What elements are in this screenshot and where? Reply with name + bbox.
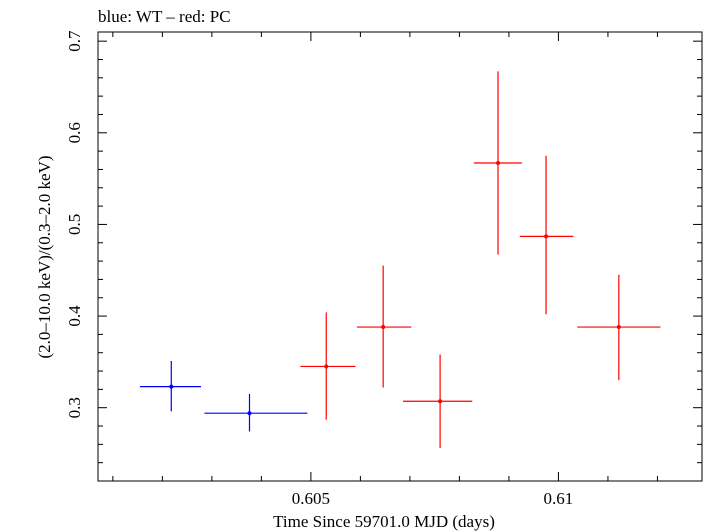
x-axis-label: Time Since 59701.0 MJD (days): [273, 512, 495, 531]
point-marker: [616, 325, 621, 330]
y-tick-label: 0.7: [65, 30, 84, 52]
y-tick-label: 0.6: [65, 122, 84, 143]
y-tick-label: 0.5: [65, 214, 84, 235]
data-point: [473, 71, 522, 255]
point-marker: [169, 384, 174, 389]
y-tick-label: 0.3: [65, 397, 84, 418]
y-axis-label: (2.0–10.0 keV)/(0.3–2.0 keV): [35, 155, 54, 358]
plot-frame: [97, 31, 703, 482]
point-marker: [496, 161, 501, 166]
data-point: [519, 155, 574, 315]
data-point: [356, 265, 412, 388]
point-marker: [324, 364, 329, 369]
data-point: [300, 312, 356, 420]
data-point: [140, 360, 201, 412]
series-pc: [300, 71, 661, 449]
point-marker: [247, 411, 252, 416]
x-tick-label: 0.61: [544, 489, 574, 508]
data-point: [204, 393, 308, 432]
x-tick-label: 0.605: [292, 489, 330, 508]
point-marker: [438, 399, 443, 404]
data-point: [402, 354, 473, 449]
data-points: [140, 71, 661, 449]
y-tick-label: 0.4: [65, 305, 84, 327]
data-point: [577, 274, 661, 381]
point-marker: [544, 234, 549, 239]
series-wt: [140, 360, 308, 432]
axis-ticks: 0.605 0.61 0.3 0.4 0.5 0.6 0.7: [65, 30, 702, 508]
point-marker: [381, 325, 386, 330]
chart-title: blue: WT – red: PC: [98, 7, 231, 26]
